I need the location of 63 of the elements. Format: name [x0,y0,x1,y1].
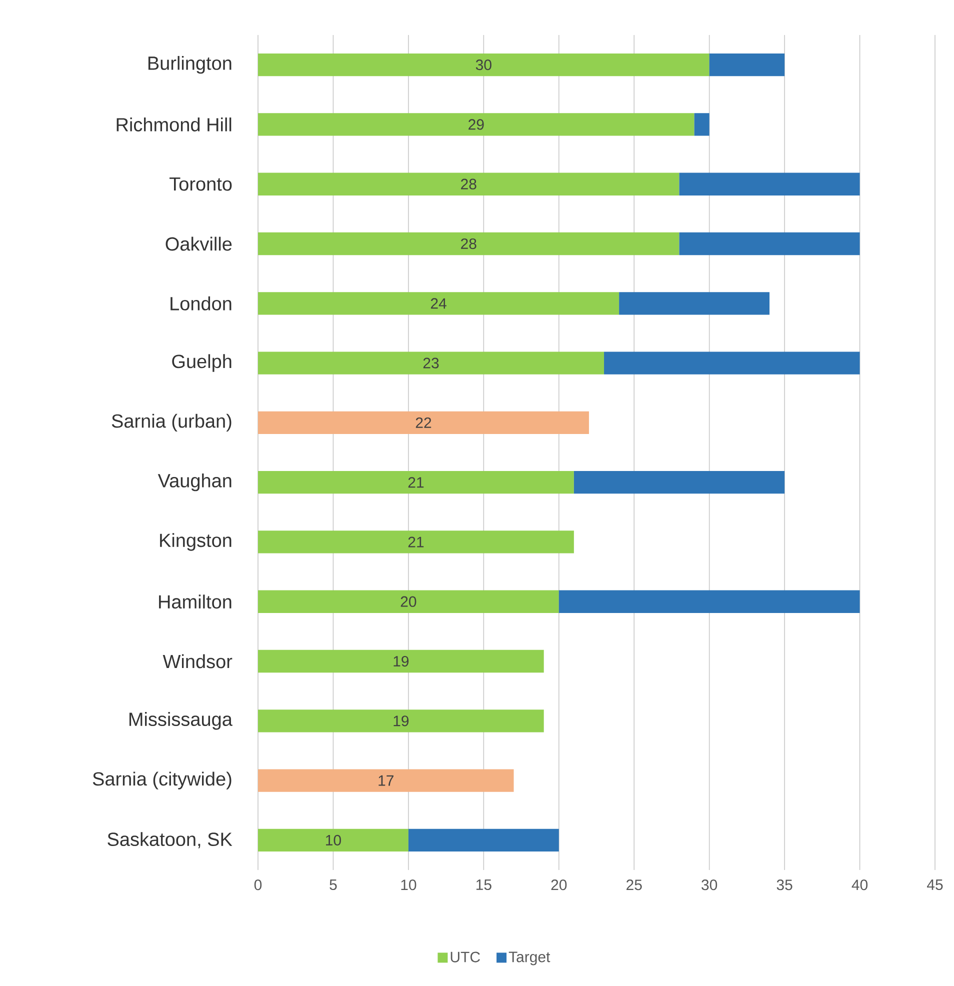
y-tick-label: Mississauga [129,712,232,730]
x-tick-label: 15 [476,880,492,890]
data-label: 30 [476,60,492,70]
bar [258,292,620,315]
y-tick-label: Sarnia (urban) [112,414,232,432]
x-tick-label: 25 [626,880,642,890]
y-tick-label: Sarnia (citywide) [92,772,232,790]
y-tick-label: Guelph [172,354,232,372]
bar [679,232,860,256]
data-label: 22 [416,417,432,428]
legend-label: Target [508,952,550,966]
data-label: 23 [423,358,439,368]
y-tick-label: Oakville [166,236,232,251]
data-label: 21 [408,536,424,548]
bar [258,530,574,554]
bar [258,769,514,792]
x-tick-label: 40 [852,880,868,890]
y-tick-label: Richmond Hill [116,117,232,132]
legend-label: UTC [450,952,480,962]
y-tick-label: Saskatoon, SK [108,832,232,848]
bar [258,53,710,76]
y-tick-label: London [170,296,232,310]
bar [408,828,559,852]
data-label: 28 [461,178,476,190]
bar [258,471,574,494]
bar [258,113,694,136]
y-tick-label: Burlington [148,56,232,74]
data-label: 19 [394,716,409,726]
y-tick-label: Windsor [162,654,232,668]
bar [709,53,785,76]
bar [258,352,604,374]
data-label: 20 [400,596,416,607]
bar [619,292,770,315]
data-label: 17 [378,775,394,786]
x-tick-label: 0 [254,880,262,890]
bar [258,710,544,732]
data-label: 21 [408,477,424,488]
x-tick-label: 45 [927,880,943,890]
data-label: 10 [326,834,341,846]
x-tick-label: 10 [401,880,416,890]
data-label: 28 [461,238,476,250]
bar [258,411,589,434]
y-tick-label: Toronto [170,177,232,191]
bar [694,113,710,136]
bar [679,172,860,196]
bar [258,232,680,256]
y-tick-label: Kingston [160,533,232,551]
y-tick-label: Vaughan [158,473,232,492]
x-tick-label: 35 [776,880,792,890]
data-label: 24 [430,298,446,309]
bar [604,352,860,374]
bar [574,471,785,494]
y-tick-label: Hamilton [159,594,232,609]
data-label: 19 [394,656,409,667]
bar [258,590,559,613]
bar [558,590,860,613]
x-tick-label: 20 [551,880,567,890]
data-label: 29 [468,119,484,130]
bar [258,650,544,673]
x-tick-label: 5 [330,880,337,890]
bar [258,828,408,852]
bar [258,172,680,196]
x-tick-label: 30 [702,880,718,890]
